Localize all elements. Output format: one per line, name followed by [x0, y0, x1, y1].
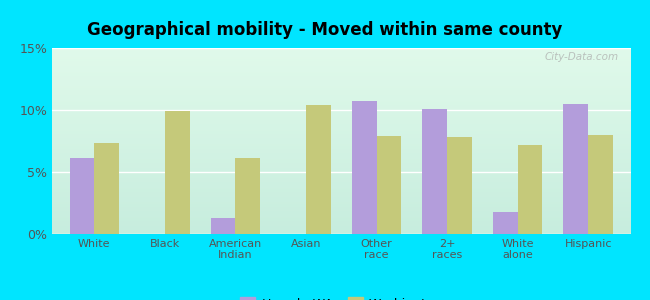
Bar: [564, 104, 588, 234]
Bar: [376, 136, 401, 234]
Text: Geographical mobility - Moved within same county: Geographical mobility - Moved within sam…: [87, 21, 563, 39]
Text: City-Data.com: City-Data.com: [545, 52, 619, 62]
Legend: Harrah, WA, Washington: Harrah, WA, Washington: [235, 292, 447, 300]
Bar: [517, 145, 542, 234]
Bar: [70, 158, 94, 234]
Bar: [306, 105, 331, 234]
Bar: [493, 212, 517, 234]
Bar: [94, 143, 119, 234]
Bar: [352, 101, 376, 234]
Bar: [235, 158, 260, 234]
Bar: [447, 137, 472, 234]
Bar: [422, 109, 447, 234]
Bar: [211, 218, 235, 234]
Bar: [165, 111, 190, 234]
Bar: [588, 135, 613, 234]
